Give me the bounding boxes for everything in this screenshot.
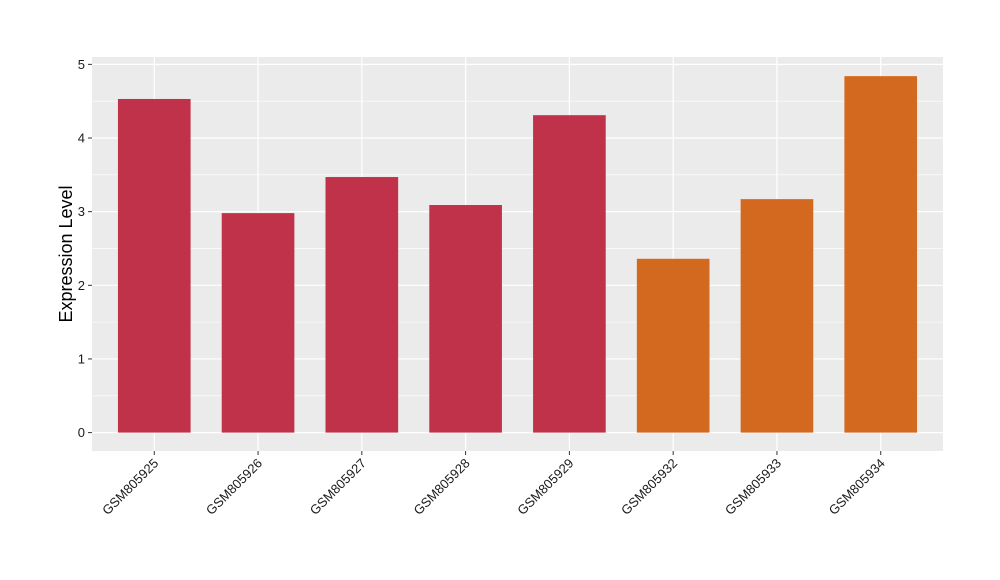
y-axis-title: Expression Level	[56, 185, 76, 322]
x-tick-label: GSM805927	[307, 456, 369, 518]
y-tick-label: 4	[78, 131, 85, 146]
x-tick-label: GSM805932	[618, 456, 680, 518]
bar-GSM805928	[429, 205, 502, 433]
y-tick-label: 1	[78, 351, 85, 366]
x-tick-label: GSM805928	[411, 456, 473, 518]
bar-GSM805925	[117, 98, 191, 433]
x-tick-label: GSM805925	[99, 456, 161, 518]
bar-GSM805926	[221, 213, 295, 433]
x-tick-label: GSM805926	[203, 456, 265, 518]
x-tick-label: GSM805934	[826, 456, 888, 518]
y-tick-label: 5	[78, 57, 85, 72]
x-axis: GSM805925 GSM805926 GSM805927 GSM805928 GSM8…	[99, 451, 888, 518]
x-tick-label: GSM805933	[722, 456, 784, 518]
bar-GSM805934	[844, 76, 918, 433]
y-tick-label: 3	[78, 204, 85, 219]
x-tick-label: GSM805929	[514, 456, 576, 518]
bar-GSM805929	[533, 115, 606, 433]
y-axis: 0 1 2 3 4 5	[78, 57, 92, 440]
y-tick-label: 0	[78, 425, 85, 440]
plot-panel	[92, 57, 943, 451]
bar-GSM805932	[636, 258, 710, 433]
y-tick-label: 2	[78, 278, 85, 293]
bar-GSM805933	[740, 199, 814, 433]
bar-GSM805927	[325, 177, 399, 433]
bars	[117, 76, 918, 433]
